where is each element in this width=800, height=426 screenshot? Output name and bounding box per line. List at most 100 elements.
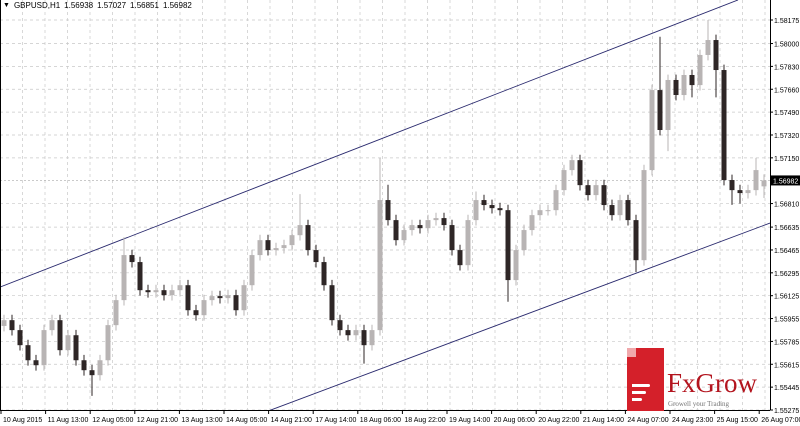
bearish-candle: [689, 75, 695, 86]
time-tick-label: 20 Aug 22:00: [538, 417, 579, 424]
bearish-candle: [385, 200, 391, 221]
bullish-candle: [593, 185, 599, 196]
fxgrow-logo: FxGrow Growell your Trading: [627, 348, 767, 412]
channel-trendline[interactable]: [0, 0, 739, 288]
time-tick-label: 10 Aug 2015: [3, 417, 42, 424]
bearish-candle: [441, 218, 447, 226]
time-tick-label: 24 Aug 07:00: [627, 417, 668, 424]
logo-brand: FxGrow: [667, 368, 758, 398]
bullish-candle: [473, 200, 479, 221]
bullish-candle: [753, 170, 759, 191]
bearish-candle: [721, 70, 727, 181]
bullish-candle: [97, 360, 103, 376]
bearish-candle: [657, 90, 663, 131]
bearish-candle: [17, 330, 23, 346]
time-tick-label: 18 Aug 22:00: [404, 417, 445, 424]
price-tick-label: 1.56810: [774, 202, 799, 209]
logo-tagline: Growell your Trading: [668, 400, 730, 408]
bearish-candle: [505, 210, 511, 281]
chart-header: ▼ GBPUSD,H1 1.56938 1.57027 1.56851 1.56…: [3, 1, 192, 10]
high-value: 1.57027: [97, 1, 127, 10]
price-tick-label: 1.58175: [774, 18, 799, 25]
open-value: 1.56938: [64, 1, 94, 10]
bullish-candle: [537, 210, 543, 216]
bearish-candle: [585, 185, 591, 196]
bearish-candle: [457, 250, 463, 266]
price-tick-label: 1.57150: [774, 156, 799, 163]
time-tick-label: 26 Aug 07:00: [761, 417, 800, 424]
bullish-candle: [433, 218, 439, 221]
low-value: 1.56851: [130, 1, 159, 10]
bearish-candle: [9, 320, 15, 331]
bearish-candle: [393, 220, 399, 241]
bullish-candle: [41, 330, 47, 366]
bearish-candle: [265, 240, 271, 251]
time-tick-label: 13 Aug 13:00: [181, 417, 222, 424]
bullish-candle: [561, 170, 567, 191]
bearish-candle: [137, 262, 143, 291]
bearish-candle: [345, 330, 351, 336]
price-tick-label: 1.56295: [774, 271, 799, 278]
bearish-candle: [25, 345, 31, 361]
bearish-candle: [161, 290, 167, 296]
logo-mark: [627, 348, 664, 411]
bullish-candle: [569, 160, 575, 171]
bullish-candle: [529, 215, 535, 231]
bullish-candle: [273, 248, 279, 251]
bullish-candle: [105, 325, 111, 361]
time-tick-label: 11 Aug 13:00: [48, 417, 89, 424]
bullish-candle: [617, 200, 623, 216]
bullish-candle: [225, 295, 231, 299]
price-tick-label: 1.55785: [774, 339, 799, 346]
time-tick-label: 14 Aug 21:00: [271, 417, 312, 424]
bearish-candle: [729, 180, 735, 191]
time-tick-label: 24 Aug 23:00: [672, 417, 713, 424]
bearish-candle: [321, 262, 327, 286]
bullish-candle: [545, 210, 551, 212]
price-tick-label: 1.56125: [774, 294, 799, 301]
bullish-candle: [153, 290, 159, 293]
bullish-candle: [705, 40, 711, 55]
bullish-candle: [249, 255, 255, 286]
bearish-candle: [633, 220, 639, 261]
close-value: 1.56982: [162, 1, 192, 10]
price-tick-label: 1.57490: [774, 110, 799, 117]
bullish-candle: [113, 300, 119, 326]
bearish-candle: [417, 225, 423, 229]
bullish-candle: [169, 290, 175, 296]
time-tick-label: 14 Aug 05:00: [226, 417, 267, 424]
symbol-label: GBPUSD,H1: [13, 1, 61, 10]
bullish-candle: [761, 180, 767, 187]
time-tick-label: 12 Aug 21:00: [137, 417, 178, 424]
price-tick-label: 1.56635: [774, 225, 799, 232]
bearish-candle: [217, 296, 223, 299]
bearish-candle: [193, 310, 199, 316]
logo-stripe: [632, 384, 650, 387]
price-tick-label: 1.55615: [774, 362, 799, 369]
bullish-candle: [425, 220, 431, 229]
logo-stripe: [632, 398, 642, 401]
price-tick-label: 1.57830: [774, 64, 799, 71]
bearish-candle: [361, 330, 367, 346]
bullish-candle: [641, 170, 647, 261]
bearish-candle: [89, 370, 95, 376]
price-tick-label: 1.56465: [774, 248, 799, 255]
bearish-candle: [577, 160, 583, 186]
bearish-candle: [81, 360, 87, 371]
bearish-candle: [313, 250, 319, 263]
time-tick-label: 20 Aug 06:00: [494, 417, 535, 424]
current-price-label: 1.56982: [773, 178, 798, 185]
time-tick-label: 12 Aug 05:00: [92, 417, 133, 424]
bullish-candle: [281, 245, 287, 249]
current-price-box: [771, 175, 800, 186]
bullish-candle: [209, 296, 215, 301]
bearish-candle: [57, 320, 63, 351]
triangle-down-icon[interactable]: ▼: [3, 2, 10, 9]
bullish-candle: [697, 54, 703, 86]
bearish-candle: [233, 295, 239, 311]
channel-trendline[interactable]: [269, 222, 771, 411]
bearish-candle: [489, 205, 495, 209]
bullish-candle: [1, 320, 7, 326]
bullish-candle: [353, 330, 359, 336]
